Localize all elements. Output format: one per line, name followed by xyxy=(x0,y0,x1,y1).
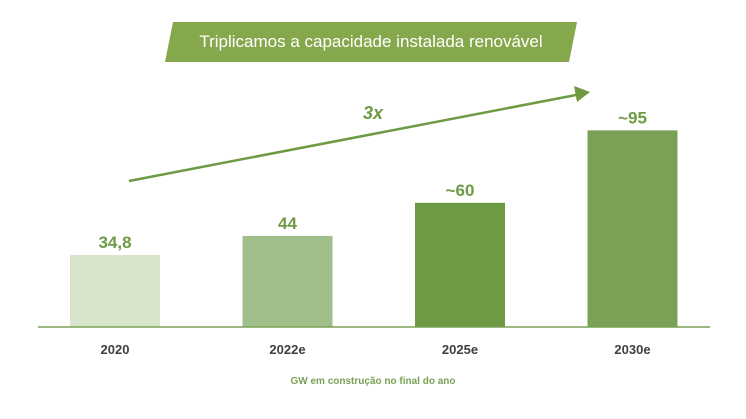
value-label-2025e: ~60 xyxy=(446,181,475,200)
bar-2030e xyxy=(587,130,678,327)
chart-title: Triplicamos a capacidade instalada renov… xyxy=(199,32,543,51)
growth-annotation: 3x xyxy=(363,103,384,123)
growth-arrow-head xyxy=(574,86,590,102)
bar-2020 xyxy=(70,254,160,327)
value-label-2022e: 44 xyxy=(278,214,297,233)
footer-note: GW em construção no final do ano xyxy=(290,376,456,387)
bar-2022e xyxy=(242,235,333,327)
value-label-2030e: ~95 xyxy=(618,108,647,127)
tick-label-2020: 2020 xyxy=(101,342,130,357)
title-banner xyxy=(165,22,577,62)
value-label-2020: 34,8 xyxy=(98,233,131,252)
bar-chart: 34,8 2020 44 2022e ~60 2025e ~95 2030e 3x xyxy=(38,86,710,357)
bar-2025e xyxy=(415,202,505,327)
growth-arrow xyxy=(128,93,577,183)
tick-label-2022e: 2022e xyxy=(269,342,305,357)
tick-label-2030e: 2030e xyxy=(614,342,650,357)
tick-label-2025e: 2025e xyxy=(442,342,478,357)
